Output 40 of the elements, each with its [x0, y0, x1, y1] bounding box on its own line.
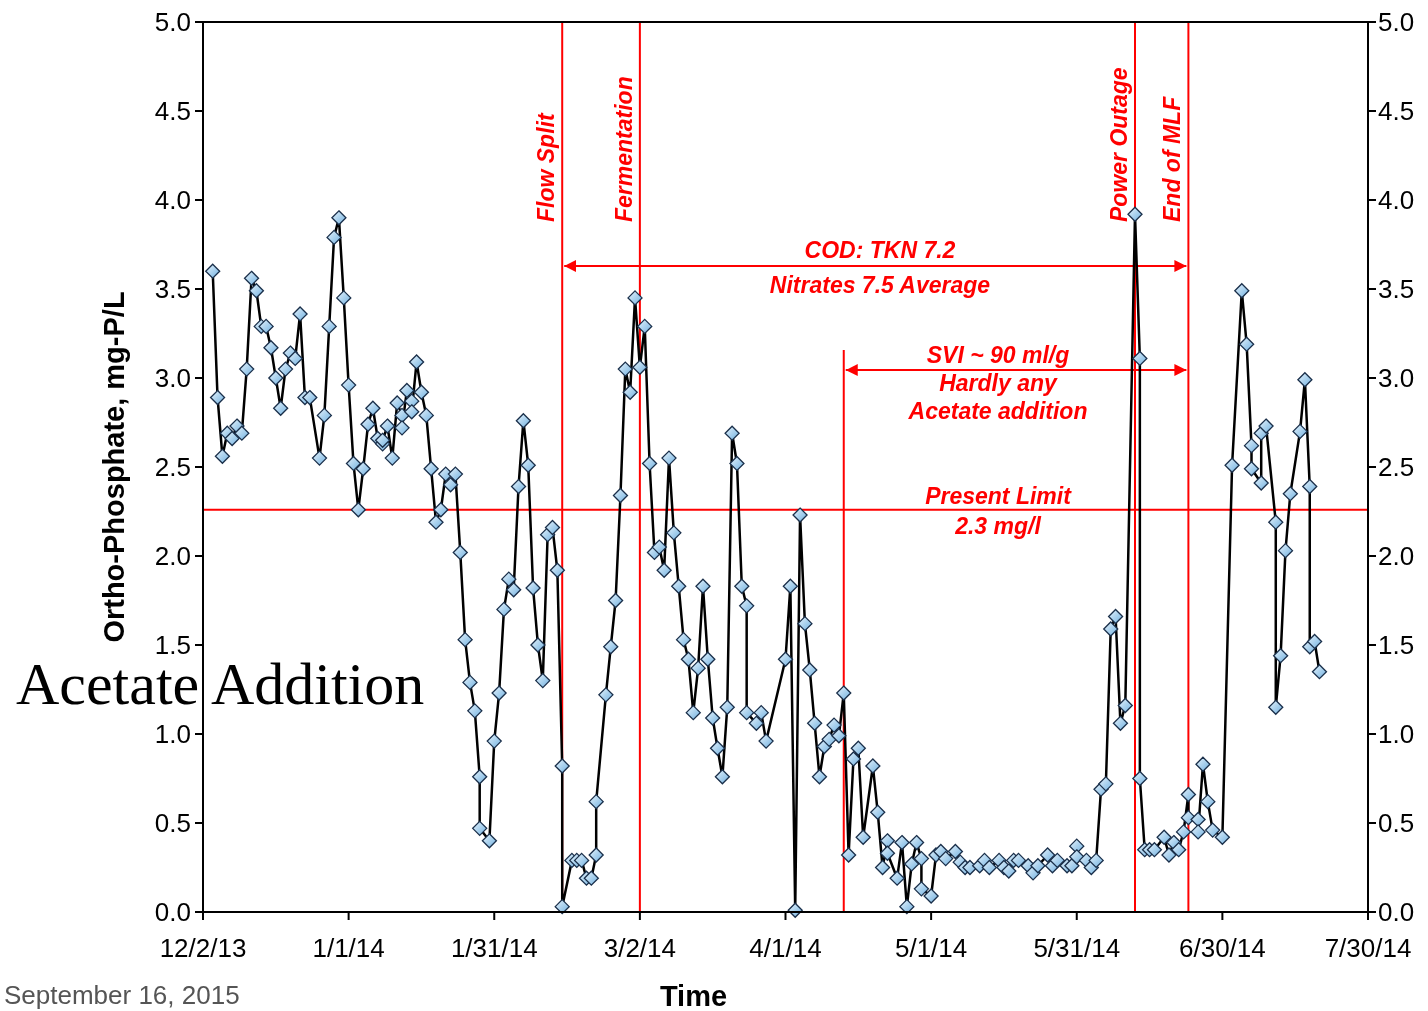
y2-tick-label: 1.5	[1378, 630, 1415, 661]
y2-tick-label: 5.0	[1378, 7, 1415, 38]
y2-tick-label: 1.0	[1378, 719, 1415, 750]
y2-tick-label: 3.0	[1378, 363, 1415, 394]
y2-tick-label: 4.5	[1378, 96, 1415, 127]
y2-tick-label: 2.5	[1378, 452, 1415, 483]
y2-tick-label: 0.0	[1378, 897, 1415, 928]
y-tick-label: 3.5	[154, 274, 191, 305]
x-axis-title: Time	[659, 980, 728, 1011]
y-tick-label: 2.0	[154, 541, 191, 572]
y-tick-label: 5.0	[154, 7, 191, 38]
y-tick-label: 0.0	[154, 897, 191, 928]
x-tick-label: 7/30/14	[1324, 933, 1412, 963]
y-axis-title: Ortho-Phosphate, mg-P/L	[98, 291, 130, 643]
y-tick-label: 0.5	[154, 808, 191, 839]
x-tick-label: 1/31/14	[450, 933, 538, 963]
y-tick-label: 4.5	[154, 96, 191, 127]
x-tick-label: 12/2/13	[159, 933, 247, 963]
y-tick-label: 2.5	[154, 452, 191, 483]
y2-tick-label: 2.0	[1378, 541, 1415, 572]
ref-line-label: Power Outage	[1106, 67, 1132, 222]
y2-tick-label: 3.5	[1378, 274, 1415, 305]
annotation: SVI ~ 90 ml/g Hardly any Acetate addition	[907, 342, 1088, 424]
y2-tick-label: 4.0	[1378, 185, 1415, 216]
y-tick-label: 3.0	[154, 363, 191, 394]
ref-line-label: Fermentation	[610, 76, 637, 222]
annotation: COD: TKN 7.2 Nitrates 7.5 Average	[769, 237, 991, 298]
x-tick-label: 5/31/14	[1033, 933, 1121, 963]
y-tick-label: 4.0	[154, 185, 191, 216]
x-tick-label: 3/2/14	[603, 933, 677, 963]
x-tick-label: 4/1/14	[749, 933, 822, 963]
x-tick-label: 5/1/14	[894, 933, 968, 963]
ref-line-label: Flow Split	[533, 112, 560, 222]
y2-tick-label: 0.5	[1378, 808, 1415, 839]
x-tick-label: 6/30/14	[1179, 933, 1266, 963]
y-tick-label: 1.0	[154, 719, 191, 750]
x-tick-label: 1/1/14	[312, 933, 385, 963]
ref-line-label: Present Limit 2.3 mg/l	[925, 482, 1073, 539]
ref-line-label: End of MLF	[1159, 95, 1186, 222]
text: September 16, 2015	[4, 980, 240, 1010]
